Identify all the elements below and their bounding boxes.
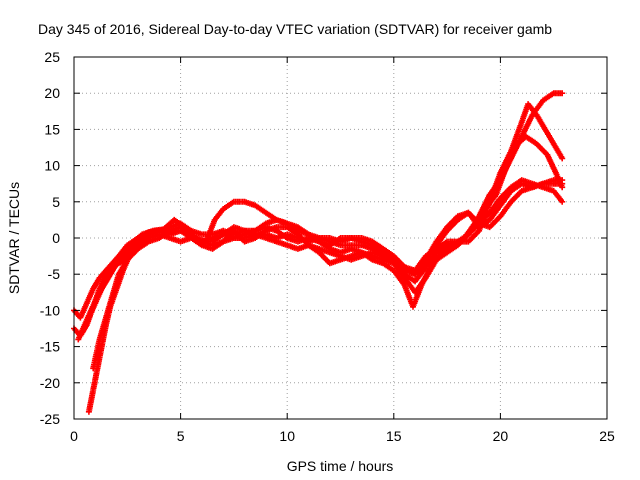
x-tick-label: 20 [493, 428, 509, 444]
y-tick-label: 15 [44, 121, 60, 137]
series-3-markers [85, 177, 566, 415]
x-tick-label: 0 [70, 428, 78, 444]
x-axis-label: GPS time / hours [287, 458, 394, 474]
y-tick-label: 25 [44, 49, 60, 65]
axis-ticks [73, 56, 608, 420]
y-axis-label: SDTVAR / TECUs [6, 182, 22, 294]
x-tick-label: 10 [279, 428, 295, 444]
y-tick-label: -15 [40, 339, 60, 355]
y-tick-label: 20 [44, 85, 60, 101]
x-tick-label: 5 [177, 428, 185, 444]
y-tick-label: -5 [48, 266, 61, 282]
tick-labels: 0 5 10 15 20 25 25 20 15 10 5 0 -5 -10 -15 -20 -25 [40, 49, 615, 444]
y-tick-label: -10 [40, 302, 60, 318]
data-points [71, 90, 566, 415]
y-tick-label: 10 [44, 158, 60, 174]
x-tick-label: 15 [386, 428, 402, 444]
y-tick-label: -25 [40, 411, 60, 427]
x-tick-label: 25 [599, 428, 615, 444]
chart-title: Day 345 of 2016, Sidereal Day-to-day VTE… [38, 21, 552, 37]
y-tick-label: 0 [52, 230, 60, 246]
y-tick-label: 5 [52, 194, 60, 210]
y-tick-label: -20 [40, 375, 60, 391]
data-series-3 [85, 177, 566, 415]
